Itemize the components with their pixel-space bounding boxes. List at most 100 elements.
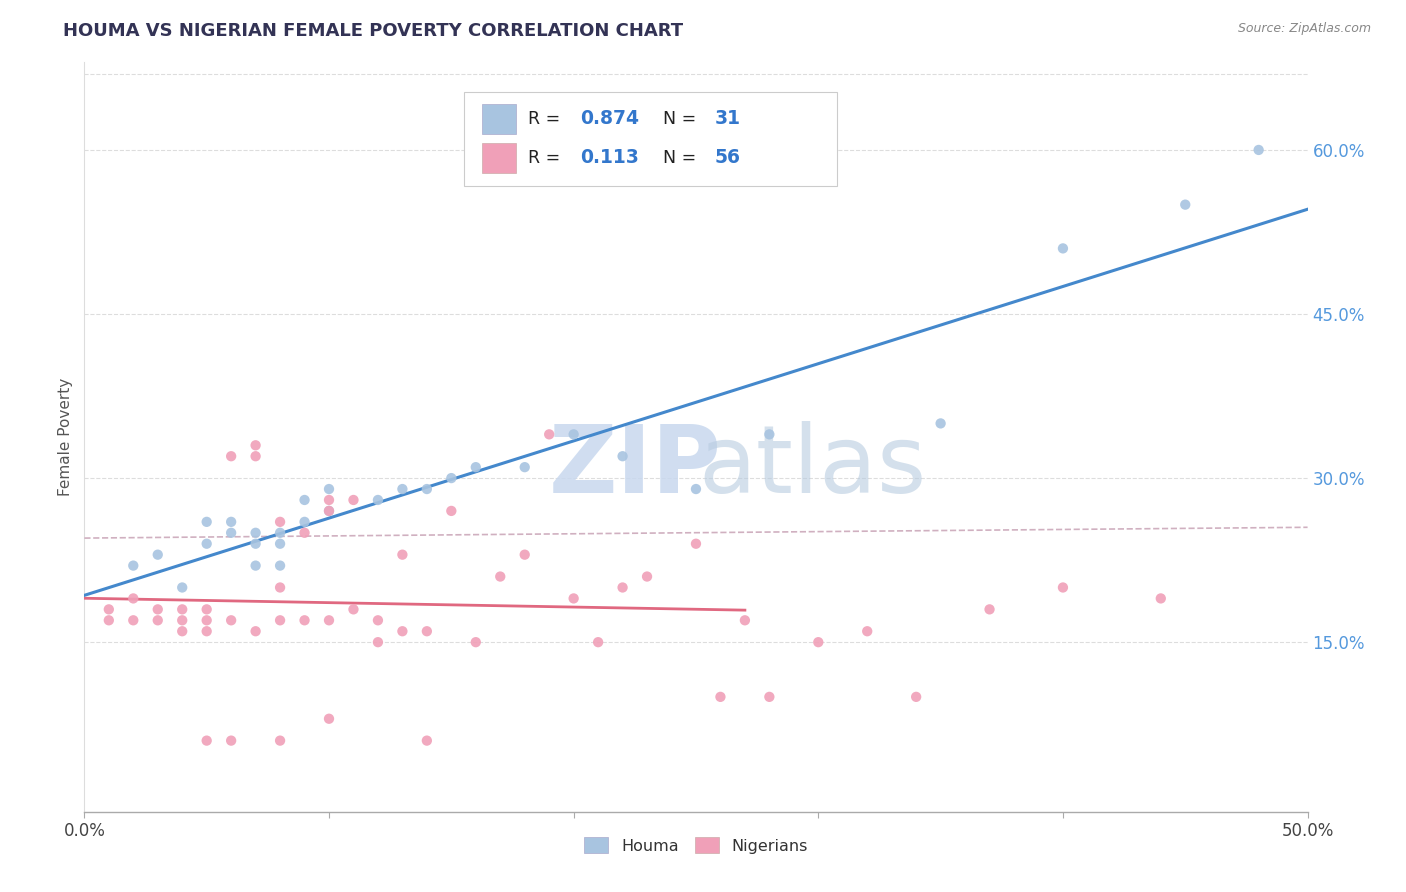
Point [172,613,194,627]
Point [416,624,439,639]
Point [269,613,291,627]
Text: Source: ZipAtlas.com: Source: ZipAtlas.com [1237,22,1371,36]
Point [758,690,780,704]
Point [219,515,242,529]
Point [489,569,512,583]
Point [172,624,194,639]
Text: 0.113: 0.113 [579,148,638,167]
Text: 56: 56 [714,148,741,167]
Point [269,515,291,529]
Point [172,581,194,595]
Point [318,504,340,518]
Point [122,591,145,606]
Point [1052,241,1074,255]
Point [219,449,242,463]
Point [612,581,634,595]
Point [294,493,316,508]
Point [905,690,928,704]
Point [367,613,389,627]
FancyBboxPatch shape [482,143,516,172]
FancyBboxPatch shape [464,93,837,186]
Point [1150,591,1173,606]
Point [269,525,291,540]
Point [122,558,145,573]
Point [391,482,413,496]
Point [367,635,389,649]
Point [318,493,340,508]
Point [636,569,658,583]
Point [758,427,780,442]
Point [219,613,242,627]
Point [269,733,291,747]
Point [440,471,463,485]
Y-axis label: Female Poverty: Female Poverty [58,378,73,496]
Text: ZIP: ZIP [548,421,721,513]
Point [929,417,952,431]
Point [269,581,291,595]
Point [294,515,316,529]
Text: N =: N = [664,149,702,167]
Point [513,548,536,562]
Point [122,613,145,627]
Point [440,504,463,518]
Point [294,613,316,627]
Point [391,548,413,562]
Point [562,427,585,442]
Point [1052,581,1074,595]
Point [245,438,267,452]
Point [513,460,536,475]
Point [586,635,609,649]
Text: HOUMA VS NIGERIAN FEMALE POVERTY CORRELATION CHART: HOUMA VS NIGERIAN FEMALE POVERTY CORRELA… [63,22,683,40]
Point [318,712,340,726]
Point [245,624,267,639]
Point [562,591,585,606]
Point [464,460,486,475]
Text: 31: 31 [714,109,741,128]
Point [734,613,756,627]
Point [219,733,242,747]
Point [146,602,169,616]
Point [245,558,267,573]
Point [97,602,120,616]
Point [685,482,707,496]
Legend: Houma, Nigerians: Houma, Nigerians [578,830,814,860]
Point [245,537,267,551]
Point [807,635,830,649]
Point [269,558,291,573]
Point [195,515,218,529]
Text: N =: N = [664,110,702,128]
Point [416,482,439,496]
Point [538,427,561,442]
Point [172,602,194,616]
Point [979,602,1001,616]
Point [1247,143,1270,157]
Point [245,525,267,540]
Point [294,525,316,540]
Point [612,449,634,463]
Point [97,613,120,627]
Text: R =: R = [529,149,572,167]
Point [416,733,439,747]
Point [195,733,218,747]
Point [146,548,169,562]
Point [685,537,707,551]
Point [245,449,267,463]
Point [367,493,389,508]
Point [269,537,291,551]
Point [318,613,340,627]
Point [342,602,364,616]
Point [856,624,879,639]
FancyBboxPatch shape [482,103,516,134]
Point [195,624,218,639]
Point [1174,197,1197,211]
Text: atlas: atlas [697,421,927,513]
Point [318,504,340,518]
Point [195,537,218,551]
Point [464,635,486,649]
Text: 0.874: 0.874 [579,109,638,128]
Point [391,624,413,639]
Point [342,493,364,508]
Text: R =: R = [529,110,567,128]
Point [146,613,169,627]
Point [709,690,731,704]
